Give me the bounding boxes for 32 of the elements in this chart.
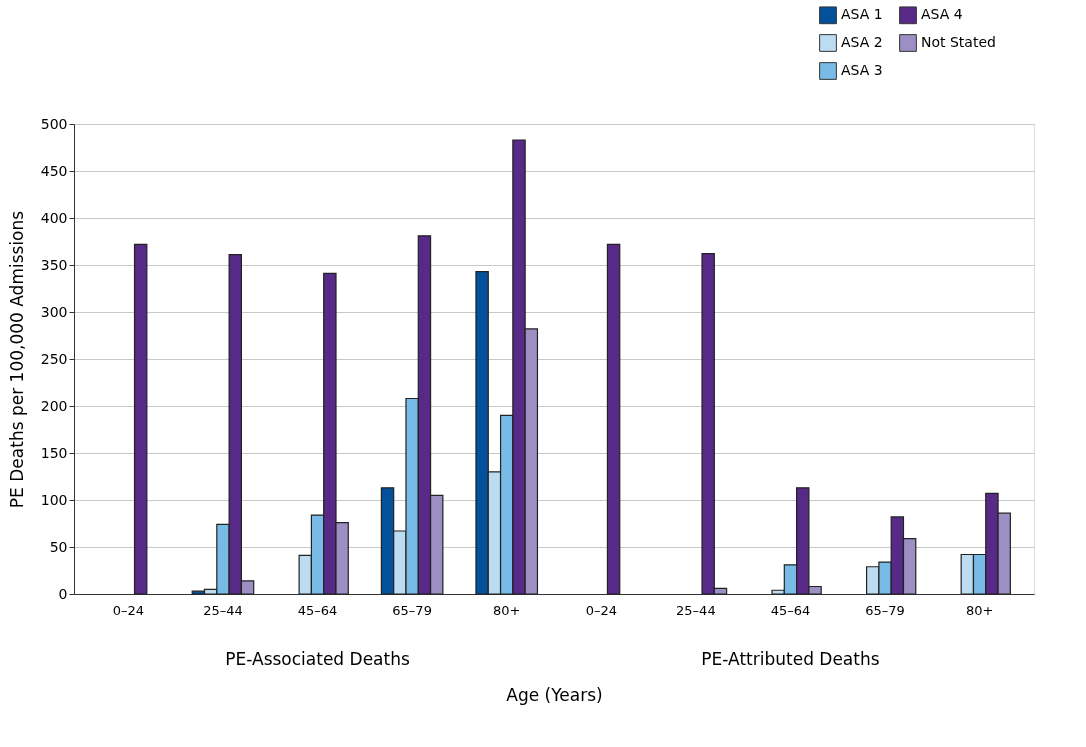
legend-label: Not Stated [921, 34, 996, 50]
y-tick-label: 200 [40, 397, 68, 414]
x-tick-label: 0–24 [585, 602, 617, 618]
x-tick-label: 80+ [492, 602, 521, 618]
x-tick-label: 45–64 [297, 602, 338, 618]
legend-label: ASA 4 [921, 6, 963, 23]
bar [133, 243, 148, 595]
y-tick-label: 100 [40, 491, 68, 508]
x-tick-label: 25–44 [676, 602, 716, 618]
y-tick-label: 350 [40, 256, 68, 273]
text: PE-Attributed Deaths [701, 649, 880, 669]
y-tick-label: 300 [40, 303, 68, 320]
y-tick-label: 150 [40, 444, 68, 461]
text: PE-Associated Deaths [225, 649, 410, 669]
x-axis-title: Age (Years) [506, 684, 603, 705]
y-tick-label: 450 [40, 162, 68, 179]
x-tick-label: 0–24 [112, 602, 145, 618]
x-tick-label: 45–64 [770, 602, 811, 618]
legend-label: ASA 3 [841, 62, 883, 78]
x-tick-label: 25–44 [203, 602, 243, 618]
x-tick-label: 65–79 [865, 602, 905, 618]
x-tick-label: 65–79 [392, 602, 432, 618]
legend-label: ASA 2 [841, 34, 883, 50]
y-tick-label: 50 [49, 538, 68, 555]
y-axis-title: PE Deaths per 100,000 Admissions [6, 210, 27, 509]
legend-label: ASA 1 [841, 6, 883, 23]
y-tick-label: 250 [40, 350, 68, 367]
x-tick-label: 80+ [965, 602, 994, 618]
bar [606, 243, 621, 595]
y-tick-label: 500 [40, 115, 68, 132]
y-tick-label: 0 [58, 585, 68, 602]
y-tick-label: 400 [40, 209, 68, 226]
